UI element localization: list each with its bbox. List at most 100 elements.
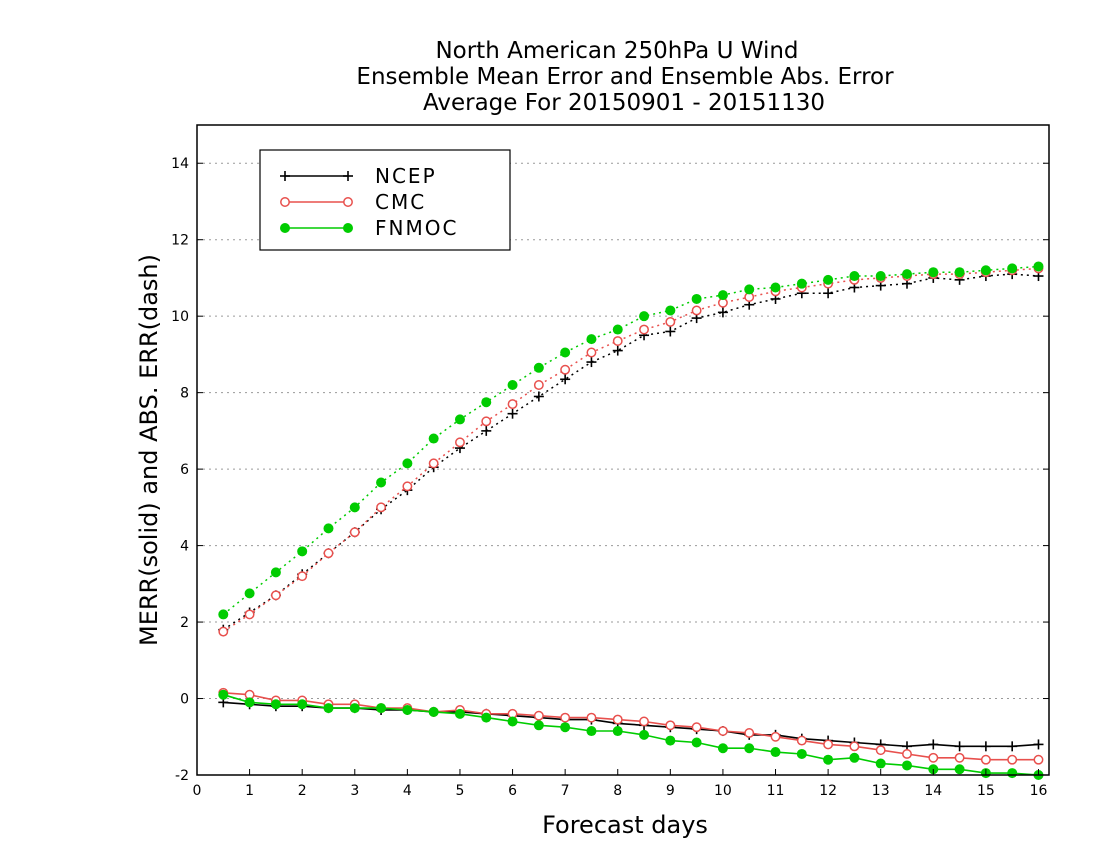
fnmoc-merr-point	[402, 705, 413, 715]
fnmoc-abs-err-point	[349, 502, 360, 513]
ncep-abs-err-line	[222, 273, 1039, 631]
fnmoc-merr-point	[454, 708, 465, 719]
x-tick-label: 1	[245, 783, 254, 799]
x-tick-label: 12	[819, 783, 837, 799]
fnmoc-merr-point	[665, 735, 676, 746]
x-tick-label: 8	[613, 783, 622, 799]
cmc-merr-point	[1007, 754, 1018, 765]
fnmoc-merr-point	[507, 716, 518, 727]
cmc-merr-point	[665, 720, 676, 731]
y-tick-label: 0	[180, 692, 189, 708]
ncep-merr-point	[980, 741, 991, 752]
cmc-abs-err-point	[507, 399, 518, 410]
fnmoc-merr-point	[849, 752, 860, 763]
fnmoc-abs-err-point	[481, 397, 492, 408]
ncep-abs-err-point	[665, 326, 676, 337]
fnmoc-merr-point	[902, 760, 912, 771]
legend-swatch-marker	[343, 171, 353, 181]
fnmoc-abs-err-point	[297, 546, 308, 557]
x-tick-label: 4	[403, 783, 412, 799]
cmc-abs-err-line	[222, 267, 1039, 633]
cmc-merr-point	[823, 739, 834, 750]
fnmoc-merr-point	[691, 737, 702, 748]
cmc-abs-err-point	[428, 458, 439, 469]
fnmoc-merr-point	[560, 722, 571, 733]
fnmoc-merr-point	[218, 689, 229, 700]
fnmoc-merr-point	[244, 697, 255, 708]
cmc-merr-point	[560, 712, 571, 723]
fnmoc-merr-point	[428, 706, 439, 717]
fnmoc-abs-err-line	[222, 265, 1039, 615]
fnmoc-merr-point	[954, 764, 965, 775]
legend-swatch-marker	[343, 223, 353, 233]
x-tick-label: 7	[561, 783, 570, 799]
cmc-merr-point	[717, 726, 728, 736]
legend-swatch-marker	[280, 197, 290, 207]
fnmoc-merr-point	[796, 748, 807, 759]
fnmoc-abs-err-point	[954, 267, 965, 278]
fnmoc-abs-err-point	[691, 293, 702, 304]
x-tick-label: 5	[456, 783, 465, 799]
cmc-abs-err-point	[323, 548, 334, 559]
fnmoc-merr-point	[349, 703, 360, 714]
fnmoc-abs-err-point	[218, 609, 229, 620]
chart-title-line-1: North American 250hPa U Wind	[435, 38, 798, 64]
x-tick-label: 13	[872, 783, 890, 799]
cmc-abs-err-point	[402, 481, 413, 492]
cmc-abs-err-point	[639, 324, 649, 335]
legend-swatch-marker	[343, 197, 353, 207]
y-tick-label: -2	[175, 768, 189, 784]
fnmoc-abs-err-point	[270, 567, 281, 578]
fnmoc-abs-err-point	[507, 380, 518, 390]
legend-item-ncep: NCEP	[280, 164, 437, 188]
fnmoc-merr-point	[717, 743, 728, 754]
cmc-abs-err-point	[560, 364, 571, 375]
fnmoc-merr-point	[376, 703, 387, 714]
y-tick-label: 10	[171, 309, 189, 325]
cmc-merr-point	[849, 741, 860, 752]
fnmoc-abs-err-point	[875, 271, 886, 282]
fnmoc-merr-point	[1007, 768, 1018, 779]
ncep-merr-point	[1007, 741, 1018, 752]
ncep-merr-point	[928, 739, 939, 750]
y-gridlines	[197, 162, 1049, 700]
x-tick-label: 15	[977, 783, 995, 799]
cmc-merr-point	[954, 752, 965, 763]
cmc-abs-err-point	[349, 527, 360, 538]
fnmoc-merr-point	[297, 699, 308, 710]
cmc-merr-line	[223, 692, 1039, 761]
cmc-merr-point	[928, 752, 939, 763]
legend-label-cmc: CMC	[375, 190, 426, 214]
cmc-abs-err-point	[533, 380, 544, 390]
ncep-abs-err-point	[586, 357, 597, 368]
y-tick-label: 6	[180, 462, 189, 478]
ncep-abs-err-point	[507, 408, 518, 419]
cmc-abs-err-point	[586, 347, 597, 358]
fnmoc-merr-point	[770, 747, 781, 758]
series-layer	[218, 261, 1044, 780]
x-tick-label: 3	[350, 783, 359, 799]
chart-title-line-2: Ensemble Mean Error and Ensemble Abs. Er…	[356, 64, 894, 90]
chart-title-group: North American 250hPa U Wind Ensemble Me…	[356, 38, 894, 116]
x-tick-label: 14	[924, 783, 942, 799]
cmc-merr-point	[902, 749, 912, 759]
fnmoc-abs-err-point	[744, 284, 755, 295]
cmc-merr-point	[612, 714, 623, 725]
fnmoc-abs-err-point	[533, 362, 544, 373]
ncep-abs-err-point	[612, 345, 623, 356]
fnmoc-abs-err-point	[639, 311, 650, 322]
x-tick-label: 16	[1030, 783, 1048, 799]
fnmoc-abs-err-point	[1033, 261, 1044, 272]
fnmoc-merr-point	[586, 726, 597, 737]
fnmoc-abs-err-point	[586, 334, 597, 345]
legend-label-ncep: NCEP	[375, 164, 437, 188]
fnmoc-abs-err-point	[849, 271, 860, 282]
legend-item-fnmoc: FNMOC	[280, 216, 456, 240]
x-tick-label: 11	[767, 783, 785, 799]
cmc-abs-err-point	[612, 336, 623, 346]
legend-item-cmc: CMC	[280, 190, 426, 214]
fnmoc-abs-err-point	[428, 433, 439, 444]
x-tick-label: 10	[714, 783, 732, 799]
fnmoc-merr-point	[270, 699, 281, 710]
